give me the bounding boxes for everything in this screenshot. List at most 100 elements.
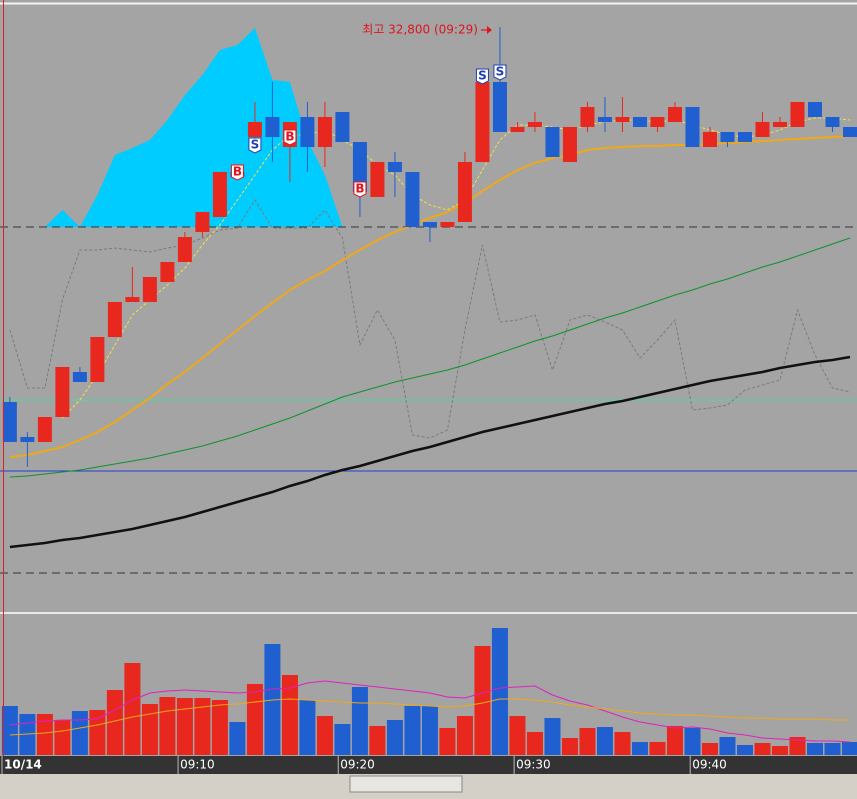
volume-bar <box>474 646 491 755</box>
volume-bar <box>649 742 666 755</box>
volume-bar <box>614 732 631 755</box>
candle-body <box>842 127 857 137</box>
volume-bar <box>299 700 316 755</box>
candle-body <box>72 372 87 382</box>
candle-body <box>387 162 402 172</box>
volume-bar <box>544 718 561 755</box>
candle-body <box>195 212 210 232</box>
signal-marker <box>248 137 262 154</box>
volume-bar <box>386 720 403 755</box>
volume-bar <box>176 698 193 755</box>
candle-body <box>107 302 122 337</box>
volume-bar <box>71 711 88 755</box>
volume-bar <box>561 738 578 755</box>
signal-label: B <box>285 130 294 144</box>
volume-bar <box>719 737 736 755</box>
candle-body <box>177 237 192 262</box>
candle-body <box>405 172 420 227</box>
candle-body <box>615 117 630 122</box>
x-tick-label: 10/14 <box>4 758 42 772</box>
volume-average-line <box>9 698 850 736</box>
candle-body <box>702 132 717 147</box>
candle-body <box>20 437 35 442</box>
candle-body <box>317 117 332 147</box>
candle-body <box>492 82 507 132</box>
x-tick-label: 09:20 <box>340 758 375 772</box>
candle-body <box>597 117 612 122</box>
candle-body <box>422 222 437 227</box>
signal-label: B <box>233 165 242 179</box>
candle-body <box>457 162 472 222</box>
volume-bar <box>824 743 841 755</box>
volume-bar <box>229 722 246 755</box>
volume-bar <box>526 732 543 755</box>
candle-body <box>142 277 157 302</box>
volume-bar <box>194 698 211 755</box>
candle-body <box>37 417 52 442</box>
candle-body <box>527 122 542 127</box>
volume-bar <box>579 728 596 755</box>
candle-body <box>335 112 350 142</box>
volume-bar <box>36 714 53 755</box>
candle-body <box>667 107 682 122</box>
x-tick-label: 09:40 <box>692 758 727 772</box>
volume-bar <box>596 727 613 755</box>
candle-body <box>125 297 140 302</box>
volume-bar <box>54 720 71 755</box>
volume-bar <box>211 700 228 755</box>
volume-bar <box>369 726 386 755</box>
volume-bar <box>106 690 123 755</box>
plot-background <box>0 0 857 775</box>
candle-body <box>55 367 70 417</box>
candle-body <box>737 132 752 142</box>
candle-body <box>247 122 262 137</box>
candle-body <box>562 127 577 162</box>
candle-body <box>580 107 595 127</box>
candle-body <box>475 82 490 162</box>
signal-marker <box>230 164 244 181</box>
signal-marker <box>283 129 297 146</box>
candle-body <box>755 122 770 137</box>
candle-body <box>720 132 735 142</box>
volume-bar <box>421 706 438 755</box>
candle-body <box>212 172 227 217</box>
candle-body <box>650 117 665 127</box>
candle-body <box>300 117 315 147</box>
volume-bar <box>509 716 526 755</box>
volume-bar <box>404 706 421 755</box>
candle-body <box>160 262 175 282</box>
volume-bar <box>806 743 823 755</box>
volume-bar <box>159 697 176 755</box>
volume-bar <box>334 724 351 755</box>
moving-average-line <box>9 355 851 549</box>
signal-marker <box>493 64 507 81</box>
moving-average-line <box>9 199 851 439</box>
candle-body <box>370 162 385 197</box>
candle-body <box>2 402 17 442</box>
annotation-arrowhead <box>486 26 492 34</box>
moving-average-line <box>9 237 851 478</box>
candle-body <box>807 102 822 117</box>
volume-bar <box>631 742 648 755</box>
scroll-thumb[interactable] <box>349 775 463 793</box>
volume-bar <box>684 728 701 755</box>
signal-label: S <box>496 65 505 79</box>
signal-label: S <box>478 69 487 83</box>
volume-bar <box>666 726 683 755</box>
candle-body <box>352 142 367 192</box>
x-tick-label: 09:30 <box>516 758 551 772</box>
volume-bar <box>771 746 788 755</box>
candle-body <box>440 222 455 227</box>
x-axis-strip <box>0 756 857 774</box>
volume-bar <box>281 675 298 755</box>
x-tick-label: 09:10 <box>180 758 215 772</box>
volume-bar <box>701 743 718 755</box>
candle-body <box>510 127 525 132</box>
volume-bar <box>736 745 753 755</box>
candle-body <box>90 337 105 382</box>
candle-body <box>772 122 787 127</box>
volume-bar <box>841 742 857 755</box>
volume-bar <box>754 743 771 755</box>
